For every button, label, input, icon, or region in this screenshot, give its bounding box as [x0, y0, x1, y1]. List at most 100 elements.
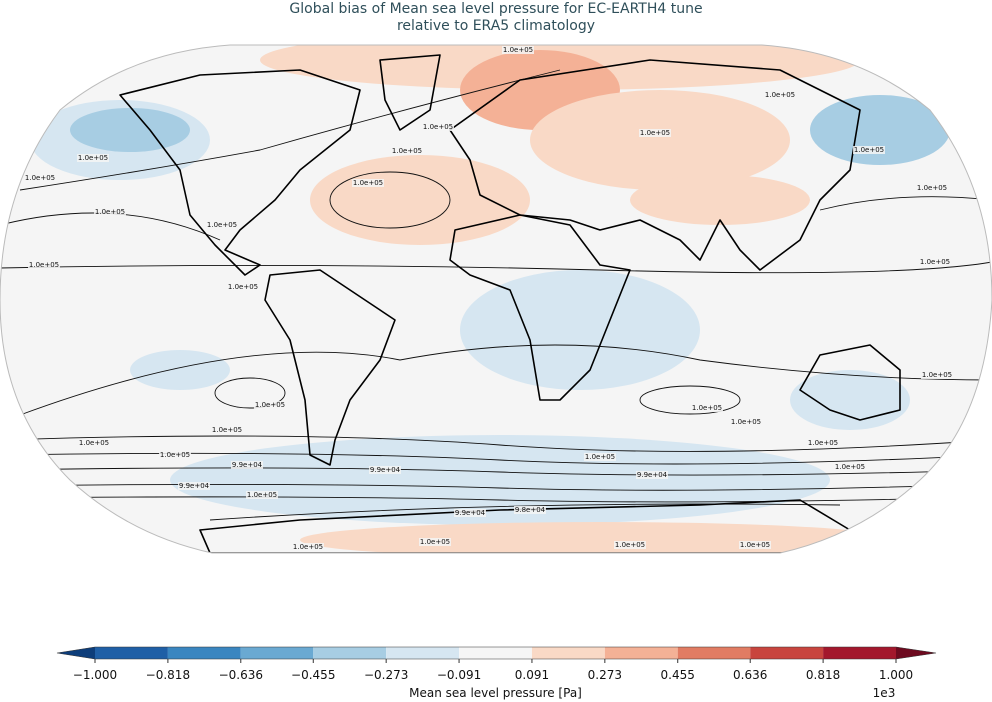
map: 1.0e+05 1.0e+05 1.0e+05 1.0e+05 1.0e+05 1.0e+… — [0, 45, 992, 553]
contour-label-bg — [77, 154, 109, 162]
contour-label-bg — [691, 404, 723, 412]
colorbar-segment — [750, 647, 824, 659]
contour-label-bg — [514, 506, 546, 514]
contour-label: 1.0e+05 — [854, 146, 884, 154]
contour-label-bg — [94, 208, 126, 216]
contour-label: 1.0e+05 — [247, 491, 277, 499]
contour-label: 1.0e+05 — [95, 208, 125, 216]
contour-label: 1.0e+05 — [160, 451, 190, 459]
contour-label: 1.0e+05 — [29, 261, 59, 269]
contour-label: 1.0e+05 — [207, 221, 237, 229]
colorbar-label: Mean sea level pressure [Pa] — [409, 686, 582, 700]
contour-label: 1.0e+05 — [78, 154, 108, 162]
contour-label-bg — [231, 461, 263, 469]
contour-label: 9.9e+04 — [637, 471, 668, 479]
contour-label-bg — [292, 543, 324, 551]
colorbar-segment — [95, 647, 168, 659]
colorbar-segment — [313, 647, 387, 659]
colorbar-tick-label: −1.000 — [73, 668, 117, 682]
contour-label-bg — [178, 482, 210, 490]
contour-label-bg — [584, 453, 616, 461]
contour-label-bg — [853, 146, 885, 154]
contour-label-bg — [921, 371, 953, 379]
contour-label: 1.0e+05 — [922, 371, 952, 379]
contour-label: 1.0e+05 — [640, 129, 670, 137]
colorbar-offset: 1e3 — [873, 686, 896, 700]
contour-label: 1.0e+05 — [835, 463, 865, 471]
contour-label: 1.0e+05 — [585, 453, 615, 461]
contour-label: 9.9e+04 — [370, 466, 401, 474]
colorbar-segment — [459, 647, 532, 659]
contour-label: 1.0e+05 — [615, 541, 645, 549]
colorbar: −1.000 −0.818 −0.636 −0.455 −0.273 −0.091 0.09… — [56, 646, 937, 700]
colorbar-segment — [604, 647, 678, 659]
contour-label: 1.0e+05 — [25, 174, 55, 182]
colorbar-tick-label: 0.636 — [733, 668, 767, 682]
colorbar-tick-label: −0.818 — [146, 668, 190, 682]
contour-label: 1.0e+05 — [420, 538, 450, 546]
contour-label-bg — [391, 147, 423, 155]
contour-label-bg — [352, 179, 384, 187]
colorbar-extend-low — [57, 647, 95, 659]
contour-label-bg — [730, 418, 762, 426]
coastlines — [119, 54, 901, 553]
contour-labels: 1.0e+05 1.0e+05 1.0e+05 1.0e+05 1.0e+05 1.0e+… — [24, 46, 953, 551]
contour-label-bg — [454, 509, 486, 517]
colorbar-tick-label: 0.455 — [661, 668, 695, 682]
colorbar-segment — [677, 647, 751, 659]
colorbar-tick-label: 0.273 — [588, 668, 622, 682]
contour-label-bg — [502, 46, 534, 54]
colorbar-segment — [167, 647, 241, 659]
contour-label-bg — [28, 261, 60, 269]
contour-label: 9.9e+04 — [179, 482, 210, 490]
contour-label: 1.0e+05 — [228, 283, 258, 291]
colorbar-segment — [823, 647, 896, 659]
map-title: Global bias of Mean sea level pressure f… — [289, 1, 702, 17]
map-subtitle: relative to ERA5 climatology — [397, 18, 595, 34]
contour-label-bg — [254, 401, 286, 409]
contour-label-bg — [159, 451, 191, 459]
contour-label-bg — [206, 221, 238, 229]
contour-label-bg — [739, 541, 771, 549]
contour-label-bg — [227, 283, 259, 291]
contour-label-bg — [246, 491, 278, 499]
contour-label: 9.9e+04 — [455, 509, 486, 517]
contour-label: 1.0e+05 — [917, 184, 947, 192]
colorbar-extend-high — [896, 647, 936, 659]
contour-label-bg — [211, 426, 243, 434]
colorbar-tick-label: −0.455 — [291, 668, 335, 682]
contours — [0, 69, 992, 521]
contour-label-bg — [614, 541, 646, 549]
colorbar-segment — [386, 647, 460, 659]
contour-label-bg — [636, 471, 668, 479]
colorbar-tick-label: 0.818 — [806, 668, 840, 682]
contour-label: 1.0e+05 — [79, 439, 109, 447]
contour-label: 1.0e+05 — [765, 91, 795, 99]
contour-label: 1.0e+05 — [740, 541, 770, 549]
contour-label: 1.0e+05 — [212, 426, 242, 434]
contour-label-bg — [24, 174, 56, 182]
contour-label-bg — [807, 439, 839, 447]
contour-label-bg — [78, 439, 110, 447]
contour-label: 1.0e+05 — [423, 123, 453, 131]
contour-label-bg — [916, 184, 948, 192]
colorbar-tick-label: 1.000 — [879, 668, 913, 682]
colorbar-segment — [240, 647, 314, 659]
contour-label: 1.0e+05 — [920, 258, 950, 266]
contour-label-bg — [919, 258, 951, 266]
contour-label: 1.0e+05 — [808, 439, 838, 447]
contour-label-bg — [639, 129, 671, 137]
contour-label: 1.0e+05 — [353, 179, 383, 187]
contour-label-bg — [369, 466, 401, 474]
colorbar-tick-label: −0.636 — [219, 668, 263, 682]
bias-shading — [30, 45, 950, 553]
colorbar-segment — [531, 647, 605, 659]
contour-label: 1.0e+05 — [255, 401, 285, 409]
contour-label: 1.0e+05 — [392, 147, 422, 155]
colorbar-tick-label: 0.091 — [515, 668, 549, 682]
contour-label: 1.0e+05 — [293, 543, 323, 551]
map-border — [0, 44, 992, 554]
contour-label-bg — [419, 538, 451, 546]
colorbar-tick-label: −0.091 — [437, 668, 481, 682]
